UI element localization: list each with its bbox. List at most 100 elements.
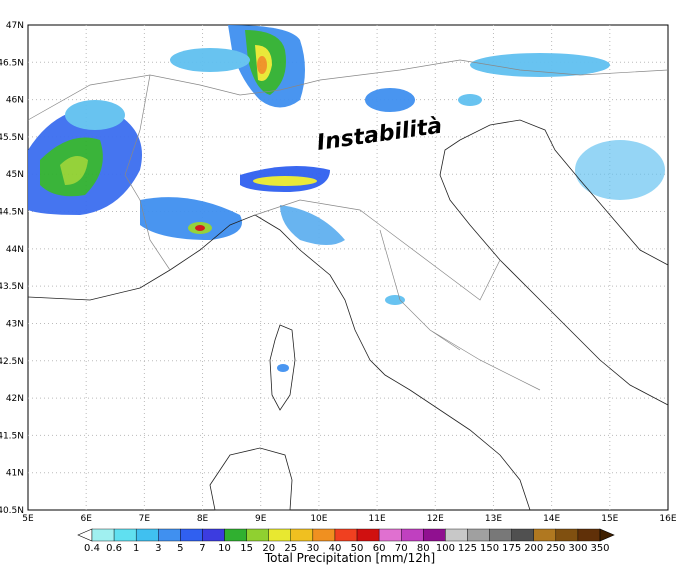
colorbar-label: 7 [199, 543, 205, 554]
colorbar-label: 3 [155, 543, 161, 554]
precipitation [28, 25, 665, 372]
colorbar-label: 300 [568, 543, 587, 554]
lat-label: 45N [6, 170, 24, 180]
coastline [439, 119, 669, 406]
rain-area [65, 100, 125, 130]
colorbar-swatch [224, 528, 247, 542]
colorbar-swatch [423, 528, 446, 542]
region-border [254, 199, 541, 391]
rain-area [253, 176, 317, 186]
rain-area [470, 53, 610, 77]
colorbar-swatch [135, 528, 159, 542]
colorbar-arrow [599, 528, 615, 542]
lon-label: 16E [659, 514, 676, 524]
colorbar-label: 125 [458, 543, 477, 554]
colorbar-swatch [445, 528, 468, 542]
lon-label: 11E [369, 514, 386, 524]
lon-label: 14E [543, 514, 560, 524]
corsica [269, 324, 296, 411]
colorbar-title: Total Precipitation [mm/12h] [264, 551, 435, 565]
rain-area [458, 94, 482, 106]
colorbar-label: 40 [329, 543, 342, 554]
map-frame [27, 24, 669, 511]
coastline [27, 214, 531, 511]
sardinia [209, 447, 293, 511]
lat-label: 41.5N [0, 431, 24, 441]
colorbar-swatch [91, 528, 115, 542]
colorbar-label: 350 [590, 543, 609, 554]
lat-label: 43N [6, 319, 24, 329]
colorbar-label: 10 [218, 543, 231, 554]
colorbar-swatch [356, 528, 380, 542]
rain-area [277, 364, 289, 372]
colorbar-label: 60 [373, 543, 386, 554]
lon-label: 13E [485, 514, 502, 524]
colorbar-swatch [158, 528, 181, 542]
lat-label: 45.5N [0, 133, 24, 143]
colorbar-swatch [401, 528, 424, 542]
colorbar-swatch [489, 528, 512, 542]
lat-label: 47N [6, 21, 24, 31]
colorbar-swatch [533, 528, 557, 542]
colorbar-label: 80 [417, 543, 430, 554]
colorbar-swatch [180, 528, 203, 542]
colorbar-swatch [312, 528, 336, 542]
lon-label: 10E [310, 514, 327, 524]
colorbar-label: 30 [307, 543, 320, 554]
lon-label: 7E [139, 514, 151, 524]
colorbar-swatch [511, 528, 534, 542]
rain-area [257, 56, 267, 74]
lat-label: 46.5N [0, 58, 24, 68]
colorbar-label: 1 [133, 543, 139, 554]
lat-label: 42N [6, 394, 24, 404]
colorbar-swatch [555, 528, 579, 542]
rain-area [140, 197, 242, 240]
lon-label: 6E [80, 514, 92, 524]
colorbar-label: 50 [351, 543, 364, 554]
lat-label: 44N [6, 245, 24, 255]
colorbar-swatch [290, 528, 314, 542]
colorbar: Total Precipitation [mm/12h] 0.4 0.6 1 3 5 7 1… [77, 528, 615, 565]
colorbar-arrow [77, 528, 93, 542]
rain-area [60, 156, 88, 185]
lon-label: 12E [427, 514, 444, 524]
rain-area [575, 140, 665, 200]
lat-label: 43.5N [0, 282, 24, 292]
rain-area [195, 225, 205, 231]
colorbar-swatch [113, 528, 137, 542]
colorbar-label: 250 [546, 543, 565, 554]
lat-label: 46N [6, 96, 24, 106]
rain-area [170, 48, 250, 72]
colorbar-swatch [378, 528, 402, 542]
rain-area [385, 295, 405, 305]
lon-label: 5E [22, 514, 34, 524]
colorbar-label: 200 [524, 543, 543, 554]
colorbar-label: 175 [502, 543, 521, 554]
lat-label: 41N [6, 469, 24, 479]
rain-area [280, 205, 345, 245]
colorbar-label: 70 [395, 543, 408, 554]
colorbar-swatch [334, 528, 358, 542]
colorbar-swatch [268, 528, 291, 542]
colorbar-label: 5 [177, 543, 183, 554]
lat-label: 40.5N [0, 506, 24, 516]
colorbar-swatch [202, 528, 225, 542]
colorbar-swatch [467, 528, 490, 542]
lon-label: 9E [255, 514, 267, 524]
colorbar-label: 20 [262, 543, 275, 554]
lon-label: 8E [197, 514, 209, 524]
axis-labels: 47N 46.5N 46N 45.5N 45N 44.5N 44N 43.5N 43N 42.5N… [0, 21, 677, 524]
colorbar-label: 0.6 [106, 543, 122, 554]
grid [28, 25, 668, 510]
rain-area [365, 88, 415, 112]
colorbar-swatch [577, 528, 601, 542]
map-area: Instabilità 47N46.5N46N45.5N45N44.5N44N4… [0, 21, 677, 524]
colorbar-label: 100 [436, 543, 455, 554]
lon-label: 15E [601, 514, 618, 524]
colorbar-label: 0.4 [84, 543, 100, 554]
lat-label: 44.5N [0, 208, 24, 218]
french-border [124, 74, 171, 271]
colorbar-label: 150 [480, 543, 499, 554]
lat-label: 42.5N [0, 357, 24, 367]
